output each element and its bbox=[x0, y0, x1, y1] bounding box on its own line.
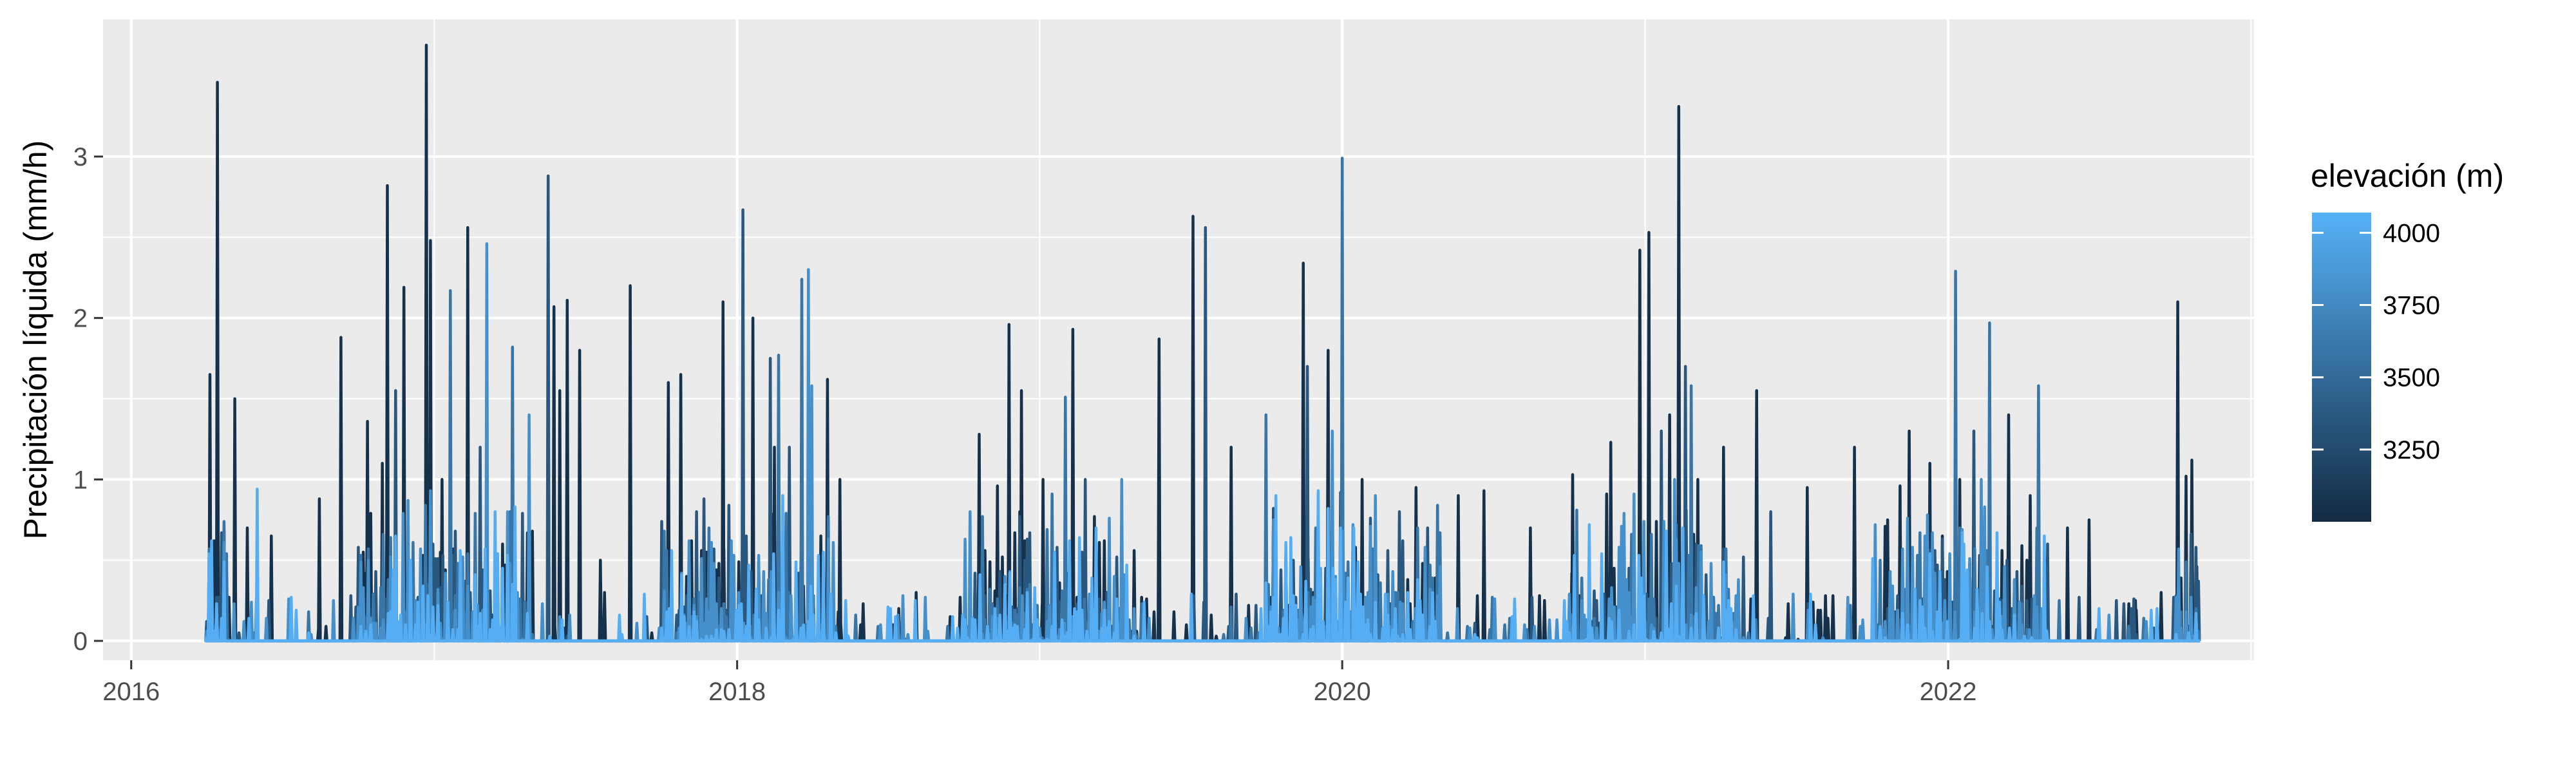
legend-colorbar bbox=[2312, 213, 2371, 522]
series-layer bbox=[204, 43, 2201, 643]
x-tick-label: 2018 bbox=[708, 678, 766, 706]
legend-break-label: 3500 bbox=[2383, 364, 2440, 392]
legend-break-label: 4000 bbox=[2383, 219, 2440, 247]
y-axis-title: Precipitación líquida (mm/h) bbox=[17, 140, 53, 540]
y-tick-label: 2 bbox=[73, 305, 88, 333]
x-tick-label: 2020 bbox=[1314, 678, 1371, 706]
y-tick-label: 0 bbox=[73, 627, 88, 656]
legend-break-label: 3750 bbox=[2383, 292, 2440, 320]
legend: elevación (m) 3250 3500 3750 4000 bbox=[2311, 158, 2504, 522]
legend-break-label: 3250 bbox=[2383, 436, 2440, 464]
series-line-4050 bbox=[204, 488, 2201, 643]
x-tick-label: 2016 bbox=[102, 678, 160, 706]
legend-title: elevación (m) bbox=[2311, 158, 2504, 194]
axes: 0 1 2 3 2016 2018 2020 2022 bbox=[73, 143, 1977, 706]
y-tick-label: 1 bbox=[73, 466, 88, 494]
y-tick-label: 3 bbox=[73, 143, 88, 171]
legend-ticks: 3250 3500 3750 4000 bbox=[2312, 219, 2440, 464]
x-tick-label: 2022 bbox=[1920, 678, 1977, 706]
